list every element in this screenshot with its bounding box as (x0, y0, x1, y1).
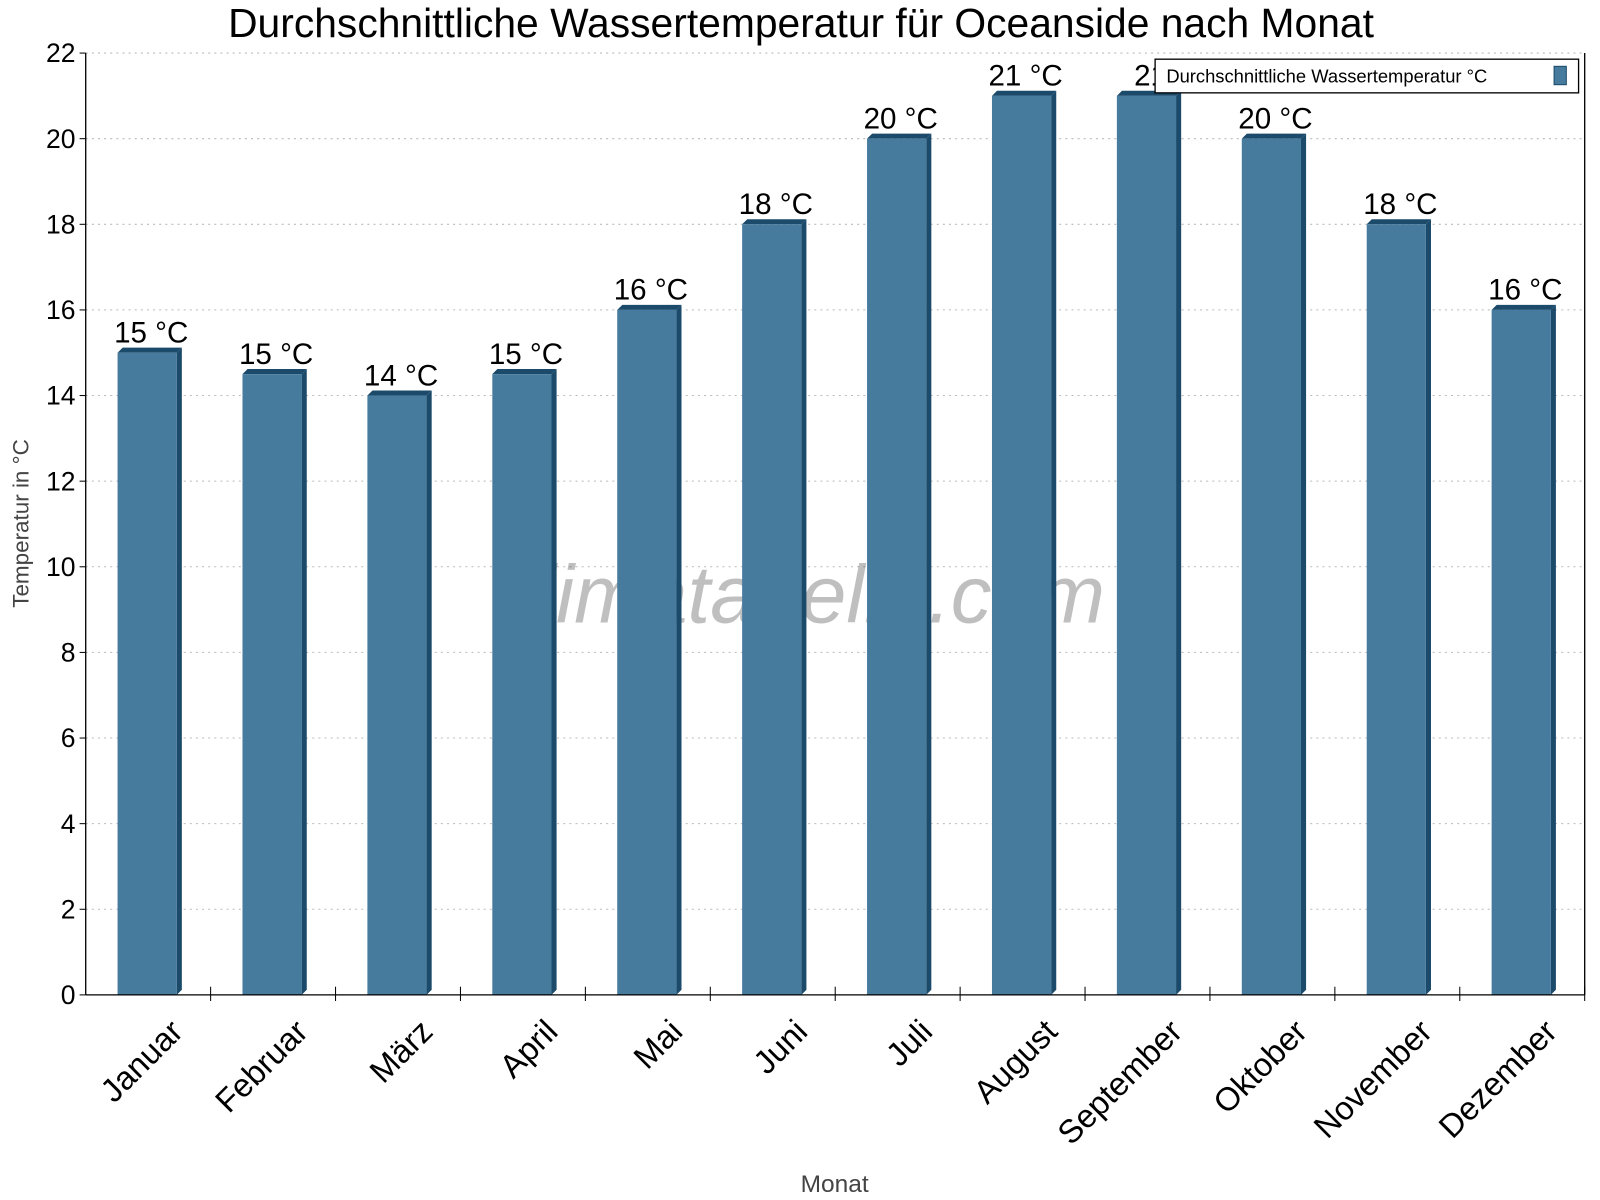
bar-top (867, 133, 932, 139)
bar (1116, 95, 1177, 995)
bar-top (117, 347, 182, 353)
y-tick-label: 6 (61, 723, 76, 753)
x-tick-label: Juni (746, 1012, 815, 1081)
bar-side (676, 304, 682, 995)
data-label: 20 °C (864, 102, 938, 135)
bar (867, 138, 927, 995)
y-tick-label: 16 (46, 295, 76, 325)
bar (492, 374, 552, 995)
bar-side (926, 133, 932, 995)
y-tick-label: 10 (46, 552, 76, 582)
y-axis-label: Temperatur in °C (9, 439, 34, 608)
data-label: 16 °C (1488, 274, 1562, 307)
bar-side (1051, 90, 1057, 995)
data-label: 16 °C (614, 274, 688, 307)
data-label: 15 °C (239, 338, 313, 371)
data-label: 20 °C (1238, 102, 1312, 135)
x-tick-label: Mai (626, 1012, 689, 1075)
bar-side (176, 347, 182, 995)
bar-side (301, 369, 307, 995)
x-tick-label: April (492, 1012, 564, 1084)
legend-label: Durchschnittliche Wassertemperatur °C (1166, 66, 1487, 87)
grid (85, 52, 1585, 910)
bar-side (1425, 219, 1431, 995)
x-tick-label: Dezember (1431, 1012, 1564, 1145)
y-tick-label: 22 (46, 38, 76, 68)
x-axis-label: Monat (801, 1171, 869, 1198)
bar (1241, 138, 1301, 995)
bar-top (1366, 219, 1431, 225)
x-tick-label: Oktober (1206, 1012, 1314, 1120)
bar-top (492, 369, 557, 375)
bar (991, 95, 1052, 995)
bar-top (1491, 304, 1556, 310)
bar (617, 309, 677, 995)
bar-side (801, 219, 807, 995)
bar (117, 352, 177, 995)
bar-top (367, 390, 432, 396)
bar-top (1241, 133, 1307, 139)
y-tick-label: 18 (46, 209, 76, 239)
data-label: 15 °C (489, 338, 563, 371)
bar-side (1176, 90, 1182, 995)
y-tick-label: 14 (46, 381, 76, 411)
x-tick-label: Januar (93, 1012, 190, 1109)
legend-swatch (1553, 65, 1567, 86)
bar (242, 374, 302, 995)
x-tick-label: August (966, 1012, 1064, 1110)
bar-side (1300, 133, 1307, 995)
bar-top (742, 219, 807, 225)
bar (1491, 309, 1551, 995)
y-tick-label: 8 (61, 638, 76, 668)
data-label: 15 °C (114, 317, 188, 350)
bar (1366, 224, 1426, 995)
y-tick-label: 12 (46, 466, 76, 496)
bar-top (991, 90, 1057, 96)
bars: 15 °C 15 °C 14 °C 15 °C 16 °C 18 °C 20 °C 21 °C… (114, 60, 1562, 995)
y-tick-label: 20 (46, 124, 76, 154)
bar-side (1550, 304, 1556, 995)
x-tick-label: November (1306, 1012, 1439, 1145)
bar-top (242, 369, 307, 375)
bar-side (426, 390, 432, 995)
legend: Durchschnittliche Wassertemperatur °C (1154, 58, 1580, 94)
y-tick-label: 2 (61, 894, 76, 924)
y-tick-label: 0 (61, 980, 76, 1010)
x-tick-label: Februar (208, 1012, 315, 1119)
bar (367, 395, 427, 995)
data-label: 21 °C (988, 60, 1062, 93)
x-tick-label: Juli (878, 1012, 939, 1073)
bar (742, 224, 802, 995)
data-label: 18 °C (1363, 188, 1437, 221)
chart-title: Durchschnittliche Wassertemperatur für O… (228, 0, 1375, 46)
x-tick-label: September (1050, 1012, 1189, 1151)
bar-side (551, 369, 557, 995)
data-label: 14 °C (364, 359, 438, 392)
x-tick-label: März (362, 1012, 439, 1089)
bar-top (617, 304, 682, 310)
data-label: 18 °C (739, 188, 813, 221)
y-tick-label: 4 (61, 809, 76, 839)
